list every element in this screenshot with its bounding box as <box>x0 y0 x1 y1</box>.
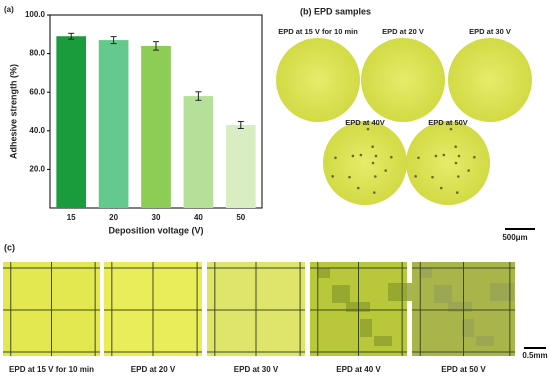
bar <box>225 125 256 208</box>
defect-spot <box>334 156 337 160</box>
defect-spot <box>351 154 355 158</box>
x-tick-label: 40 <box>194 213 203 222</box>
bar <box>56 36 87 209</box>
sample-label: EPD at 15 V for 10 min <box>278 27 358 36</box>
bar <box>141 45 171 208</box>
defect-spot <box>431 175 434 179</box>
sample-label: EPD at 30 V <box>469 27 511 36</box>
peel-area <box>388 283 412 301</box>
sample-disc <box>276 38 360 122</box>
defect-spot <box>374 175 377 178</box>
defect-spot <box>454 145 457 148</box>
sample-disc <box>361 38 445 122</box>
sample-disc <box>448 38 532 122</box>
defect-spot <box>366 127 370 131</box>
error-bar <box>68 32 75 40</box>
peel-area <box>434 285 452 303</box>
defect-spot <box>467 169 470 172</box>
x-tick-label: 20 <box>109 213 118 222</box>
defect-spot <box>454 161 458 165</box>
error-bar <box>237 121 244 129</box>
scale-label: 500μm <box>502 233 527 242</box>
peel-area <box>374 336 392 346</box>
defect-spot <box>457 154 461 158</box>
strip-label: EPD at 50 V <box>441 365 486 374</box>
defect-spot <box>457 175 460 178</box>
y-tick-label: 100.0 <box>25 10 46 19</box>
x-tick-label: 50 <box>236 213 245 222</box>
x-tick-label: 15 <box>67 213 76 222</box>
peel-area <box>476 336 494 346</box>
peel-area <box>332 285 350 303</box>
sample-disc <box>406 121 490 205</box>
bar <box>183 96 214 208</box>
defect-spot <box>473 155 476 159</box>
error-bar <box>195 91 202 101</box>
bar <box>98 40 129 209</box>
strip-label: EPD at 40 V <box>336 365 381 374</box>
defect-spot <box>371 161 375 165</box>
x-tick-label: 30 <box>152 213 161 222</box>
panel-label: (c) <box>4 242 15 252</box>
sample-disc <box>323 121 407 205</box>
sample-label: EPD at 40V <box>345 118 385 127</box>
defect-spot <box>372 191 376 194</box>
peel-area <box>448 302 472 312</box>
error-bar <box>153 41 159 51</box>
defect-spot <box>390 155 393 159</box>
defect-spot <box>371 145 374 148</box>
y-axis-label: Adhesive strength (%) <box>8 64 18 159</box>
y-tick-label: 60.0 <box>29 87 45 96</box>
defect-spot <box>348 175 351 179</box>
peel-area <box>462 319 474 337</box>
peel-area <box>420 268 432 278</box>
scale-label: 0.5mm <box>522 351 547 360</box>
error-bar <box>110 36 117 45</box>
defect-spot <box>384 169 387 172</box>
samples-title: (b) EPD samples <box>300 6 371 16</box>
x-axis-label: Deposition voltage (V) <box>108 225 203 235</box>
defect-spot <box>331 175 334 178</box>
defect-spot <box>439 186 443 190</box>
sample-label: EPD at 20 V <box>382 27 424 36</box>
y-tick-label: 40.0 <box>29 126 45 135</box>
defect-spot <box>374 154 378 158</box>
peel-area <box>490 283 514 301</box>
sample-label: EPD at 50V <box>428 118 468 127</box>
y-tick-label: 20.0 <box>29 165 45 174</box>
defect-spot <box>359 153 363 157</box>
strip-label: EPD at 15 V for 10 min <box>9 365 94 374</box>
strip-label: EPD at 30 V <box>234 365 279 374</box>
defect-spot <box>455 191 459 194</box>
defect-spot <box>417 156 420 160</box>
defect-spot <box>434 154 438 158</box>
peel-area <box>360 319 372 337</box>
y-tick-label: 80.0 <box>29 49 45 58</box>
strip-label: EPD at 20 V <box>131 365 176 374</box>
defect-spot <box>414 175 417 178</box>
defect-spot <box>356 186 360 190</box>
defect-spot <box>449 127 453 131</box>
defect-spot <box>442 153 446 157</box>
panel-label: (a) <box>4 5 14 14</box>
peel-area <box>318 268 330 278</box>
